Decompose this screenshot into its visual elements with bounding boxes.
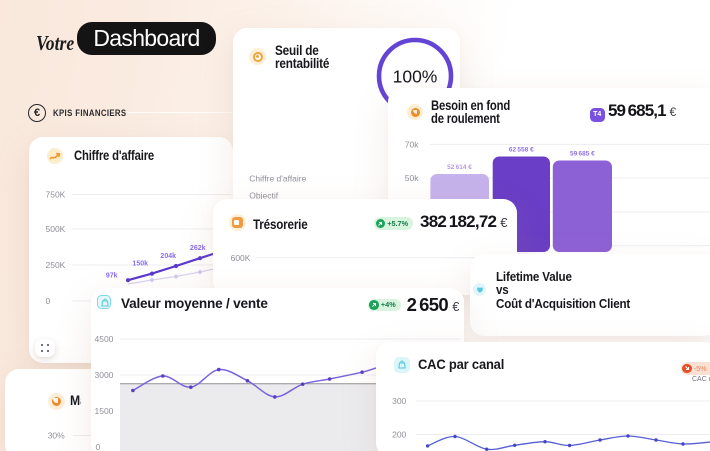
svg-text:30%: 30% [48,431,65,441]
svg-text:70k: 70k [405,139,419,149]
svg-text:600K: 600K [231,253,251,263]
svg-text:262k: 262k [190,245,206,252]
svg-text:Chiffre d'affaire: Chiffre d'affaire [249,174,306,184]
svg-text:200: 200 [392,430,406,440]
svg-text:62 558 €: 62 558 € [509,147,534,154]
svg-text:52 614 €: 52 614 € [447,164,472,171]
svg-text:500K: 500K [46,224,66,234]
svg-text:300: 300 [392,396,406,406]
svg-text:750K: 750K [46,190,66,200]
svg-text:1500: 1500 [95,406,114,416]
svg-text:150k: 150k [132,261,148,268]
svg-text:100%: 100% [393,67,438,87]
svg-text:Objectif: Objectif [249,191,278,201]
svg-text:4500: 4500 [95,334,114,344]
svg-text:0: 0 [96,442,101,451]
svg-text:0: 0 [46,296,51,306]
svg-text:250K: 250K [46,260,66,270]
svg-text:59 685 €: 59 685 € [570,151,595,158]
svg-text:97k: 97k [106,273,118,280]
svg-text:50k: 50k [405,173,419,183]
svg-text:3000: 3000 [95,370,114,380]
svg-text:204k: 204k [160,253,176,260]
